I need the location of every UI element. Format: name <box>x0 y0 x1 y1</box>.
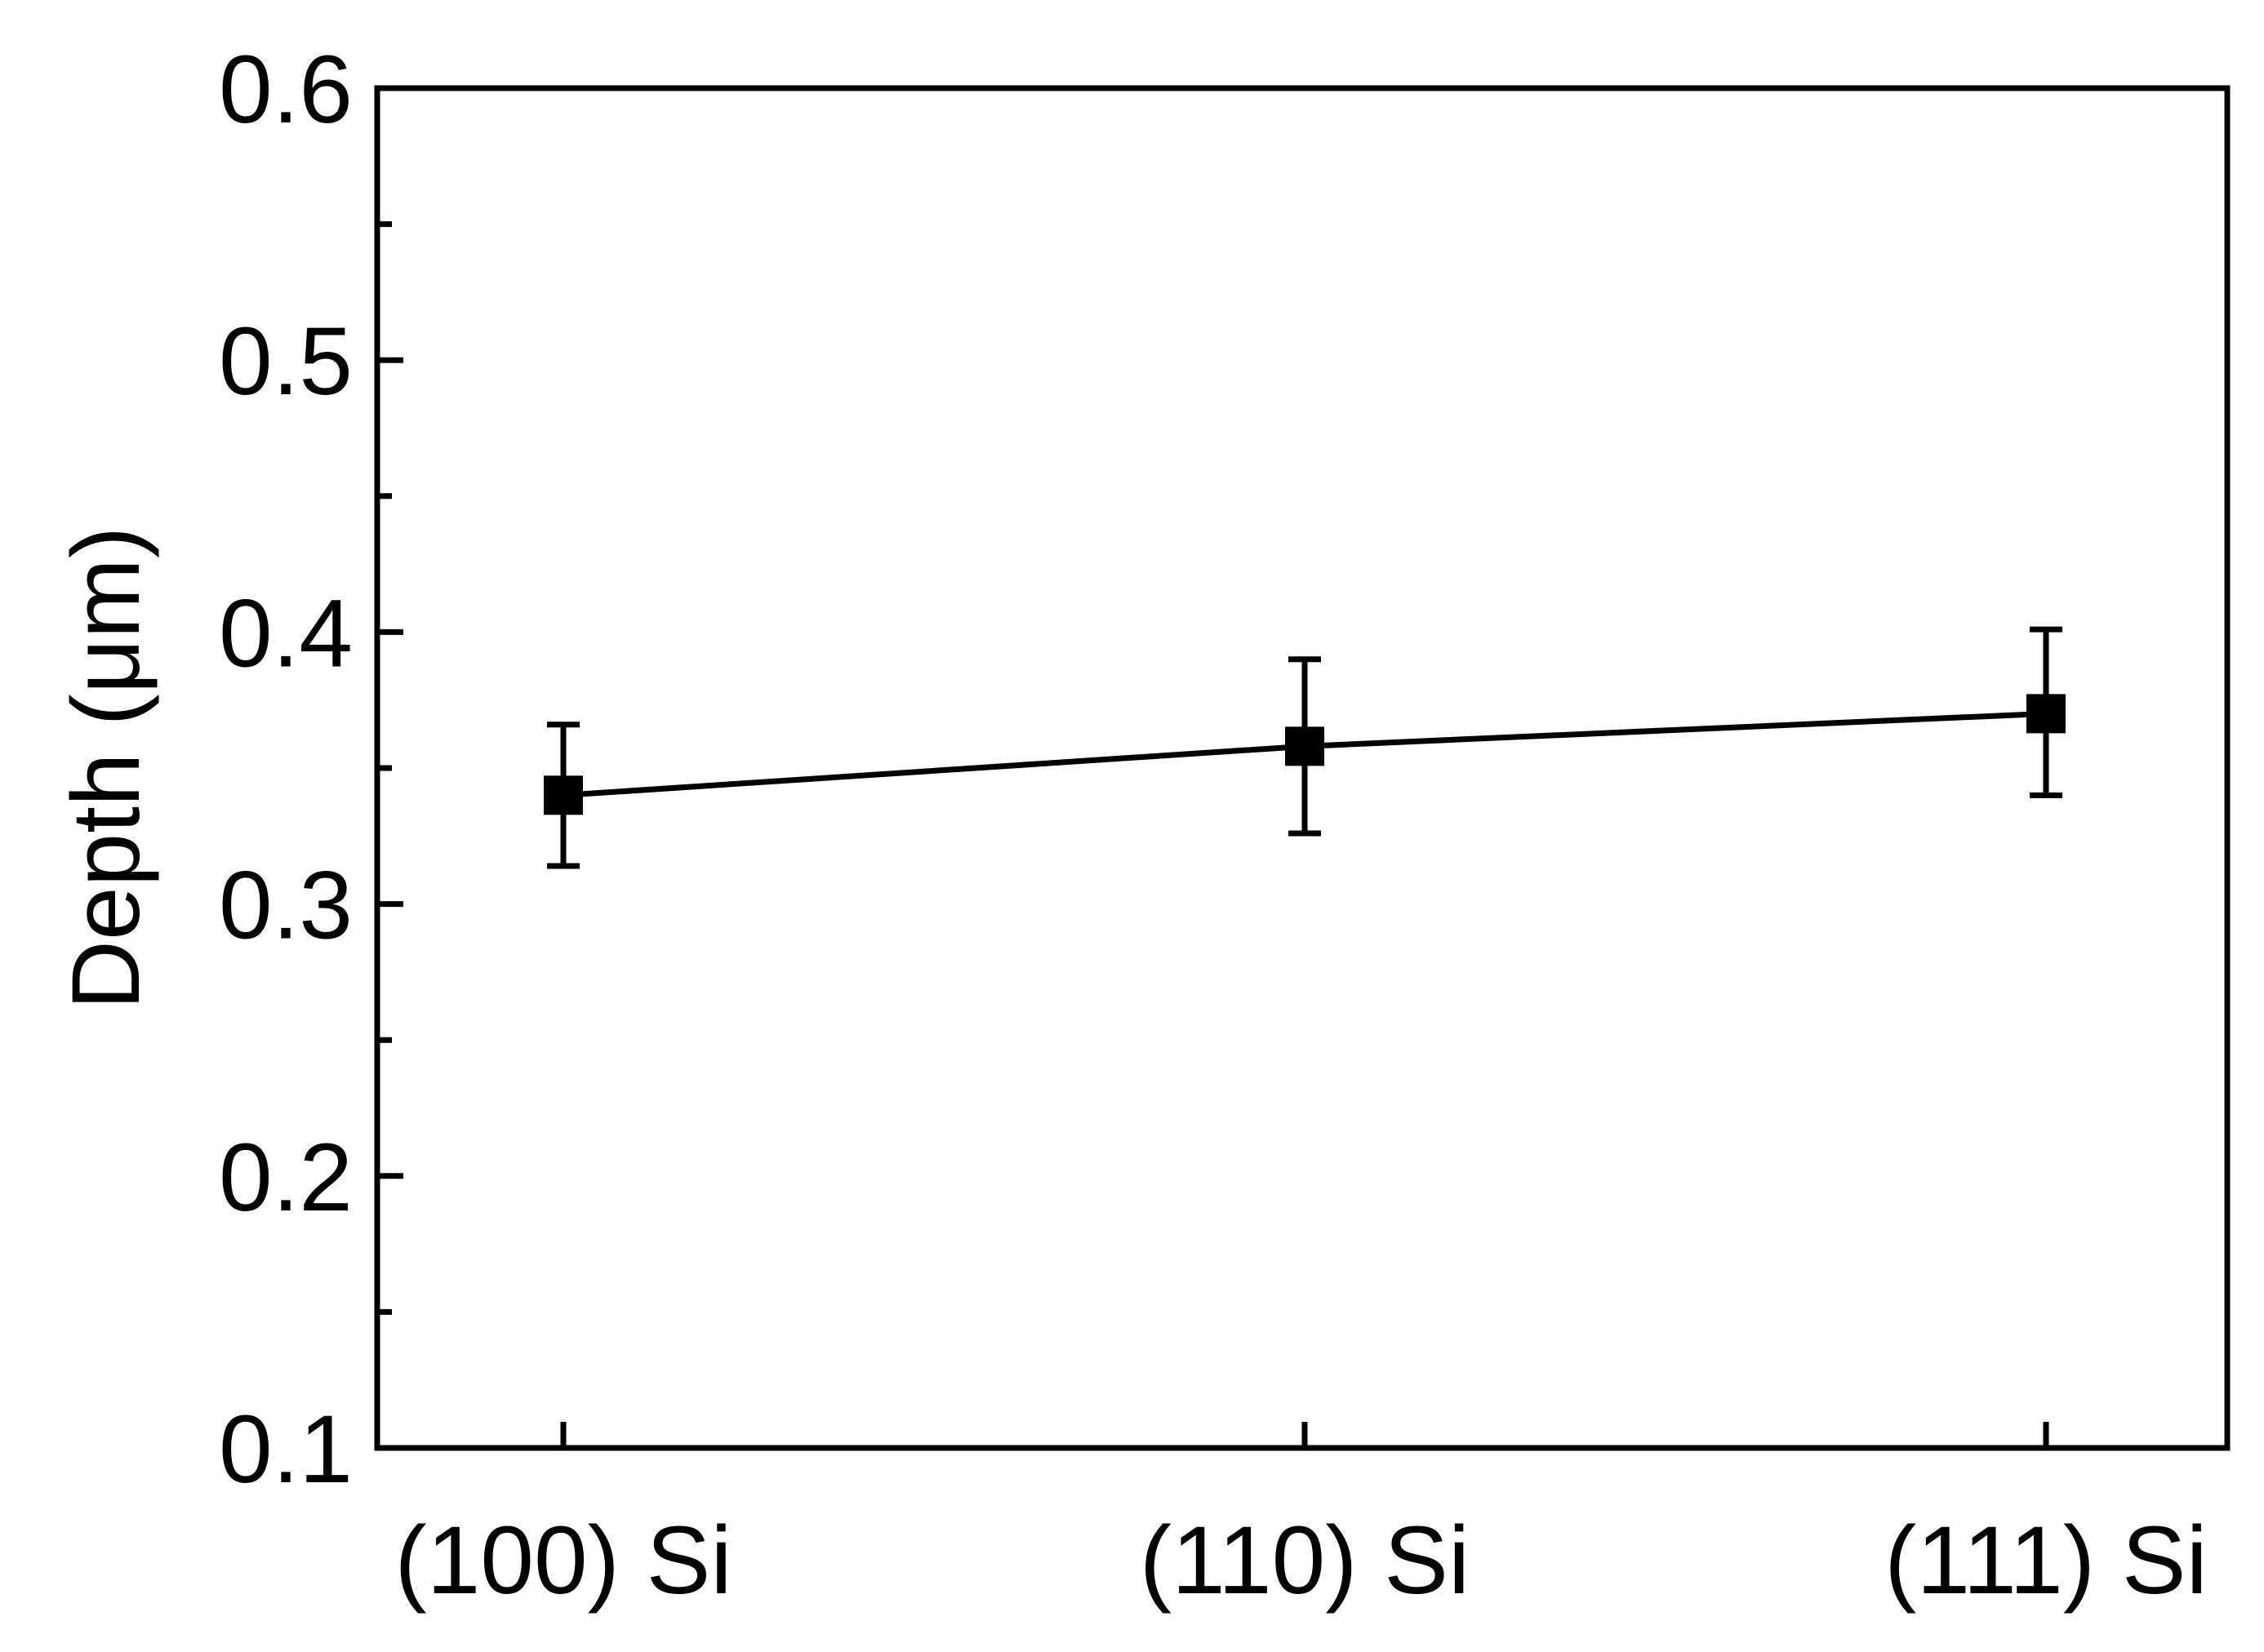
x-tick-label: (110) Si <box>1140 1507 1470 1614</box>
x-tick-label: (111) Si <box>1884 1507 2208 1614</box>
y-axis-ticks: 0.1 0.2 0.3 0.4 0.5 0.6 <box>219 36 403 1503</box>
data-point <box>2026 694 2066 734</box>
data-point <box>1285 726 1324 766</box>
data-point <box>544 775 583 815</box>
y-tick-label: 0.1 <box>219 1396 353 1503</box>
y-tick-label: 0.6 <box>219 36 353 144</box>
y-tick-label: 0.5 <box>219 308 353 415</box>
x-axis-ticks: (100) Si (110) Si (111) Si <box>394 1422 2208 1614</box>
y-tick-label: 0.2 <box>219 1124 353 1232</box>
y-axis-title: Depth (μm) <box>52 526 160 1010</box>
x-tick-label: (100) Si <box>394 1507 732 1614</box>
data-series <box>544 626 2066 869</box>
y-tick-label: 0.4 <box>219 580 353 687</box>
y-tick-label: 0.3 <box>219 852 353 960</box>
